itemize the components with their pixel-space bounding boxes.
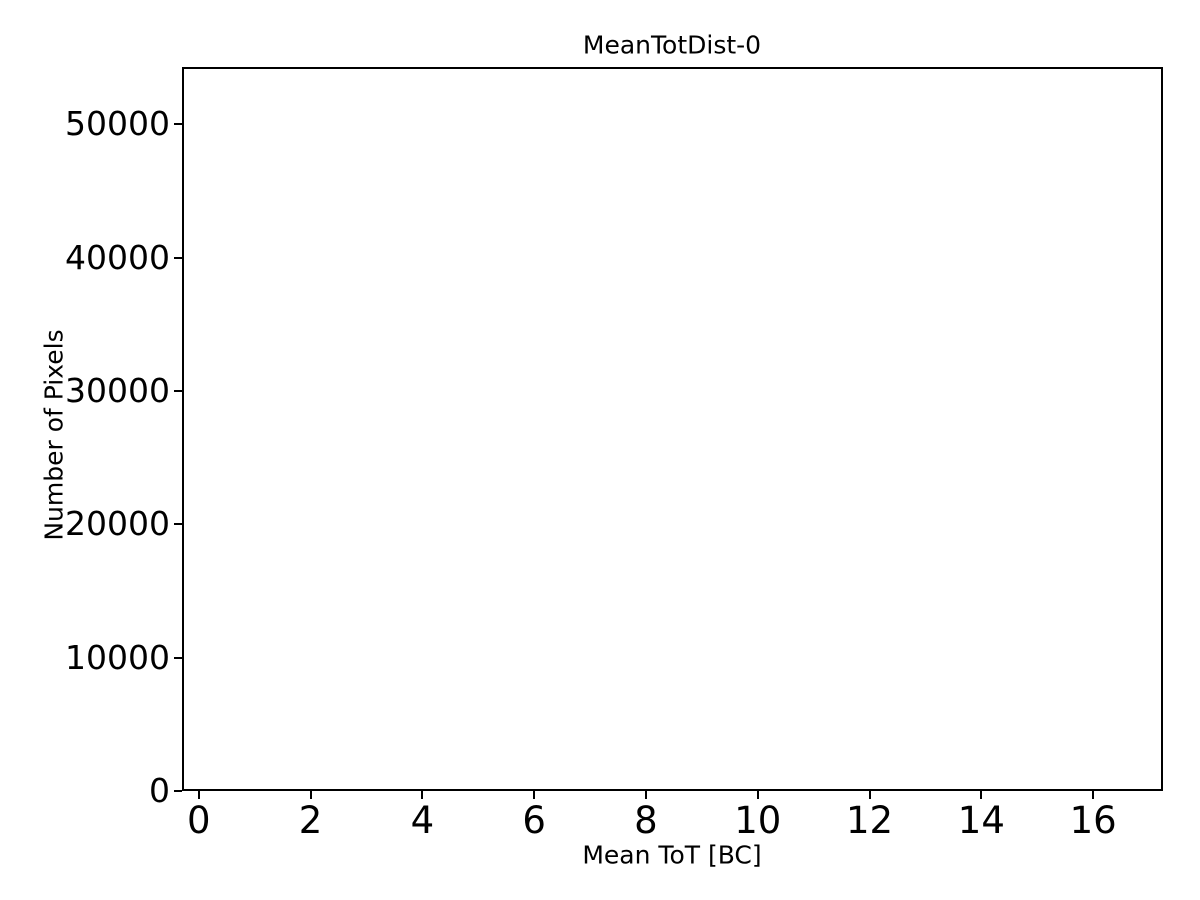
y-tick-label: 50000: [65, 104, 170, 144]
x-tick-label: 12: [845, 799, 894, 842]
y-tick-mark: [174, 256, 182, 259]
x-tick-mark: [309, 791, 312, 799]
y-tick-label: 10000: [65, 637, 170, 677]
y-tick-label: 0: [149, 771, 170, 810]
y-tick-label: 30000: [65, 371, 170, 410]
y-axis-label: Number of Pixels: [39, 329, 69, 541]
x-tick-label: 0: [186, 799, 211, 842]
x-tick-label: 14: [957, 799, 1005, 842]
plot-area: [182, 67, 1163, 791]
x-axis-label: Mean ToT [BC]: [582, 840, 762, 870]
y-tick-mark: [174, 523, 182, 526]
x-tick-mark: [421, 791, 424, 799]
x-tick-mark: [868, 791, 871, 799]
y-tick-mark: [174, 123, 182, 126]
y-tick-mark: [174, 790, 182, 792]
x-tick-mark: [980, 791, 983, 799]
x-tick-mark: [756, 791, 759, 799]
x-tick-label: 4: [410, 799, 435, 842]
x-tick-label: 10: [734, 799, 782, 842]
chart-title: MeanTotDist-0: [582, 30, 762, 60]
x-tick-label: 6: [522, 799, 546, 842]
x-tick-mark: [1092, 791, 1095, 799]
y-tick-mark: [174, 656, 182, 659]
x-tick-label: 16: [1069, 799, 1117, 842]
x-tick-mark: [644, 791, 647, 799]
y-tick-label: 40000: [65, 237, 170, 277]
y-tick-label: 20000: [65, 504, 170, 544]
x-tick-label: 2: [298, 799, 323, 842]
y-tick-mark: [174, 390, 182, 392]
x-tick-mark: [197, 791, 200, 799]
x-tick-mark: [533, 791, 536, 799]
x-tick-label: 8: [634, 799, 658, 842]
